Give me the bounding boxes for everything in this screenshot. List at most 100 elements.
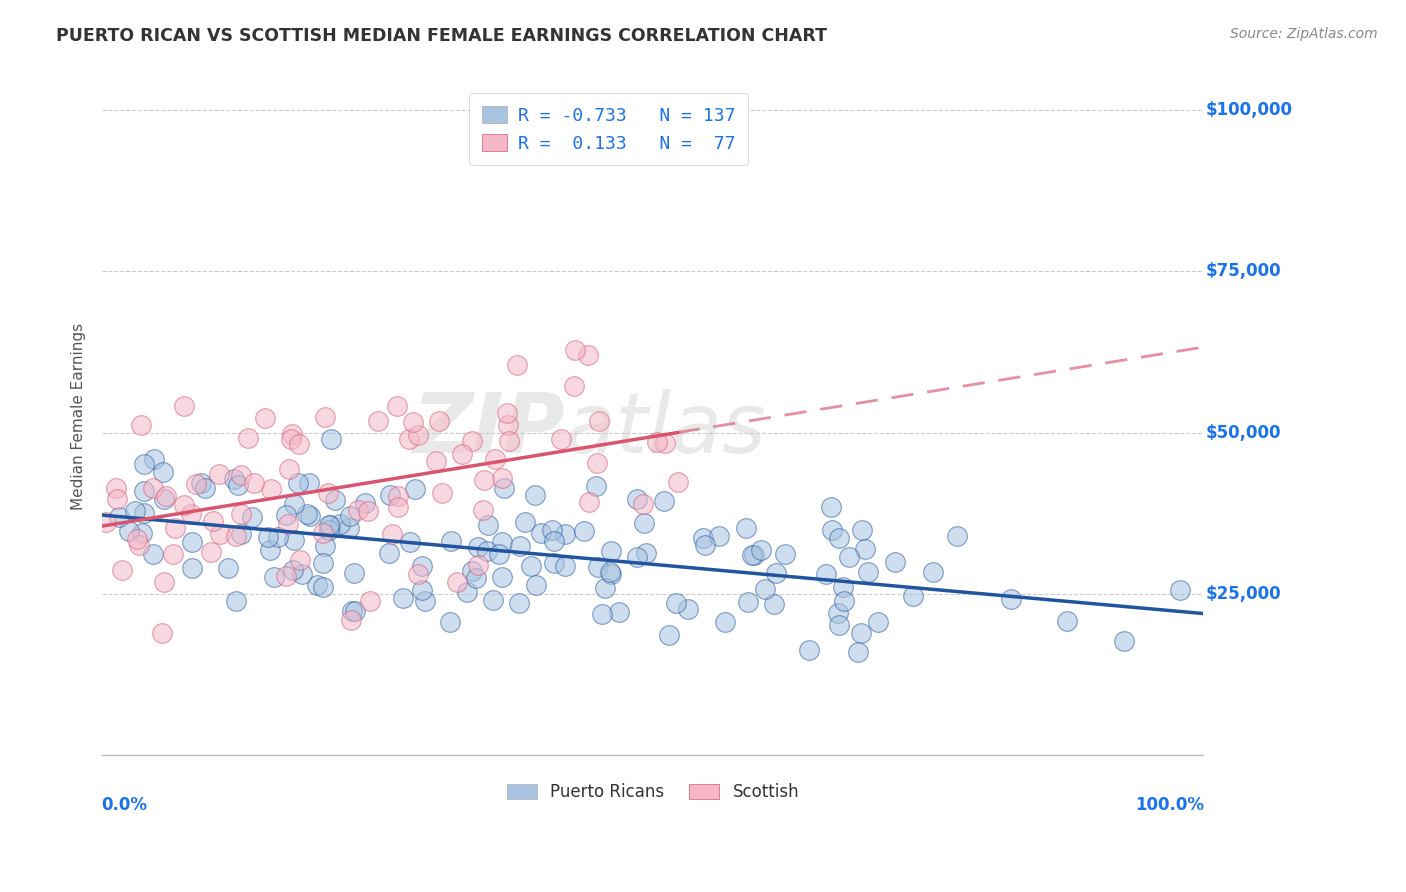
- Text: $75,000: $75,000: [1205, 262, 1281, 280]
- Point: [714, 615, 737, 629]
- Point: [461, 434, 484, 448]
- Point: [277, 517, 299, 532]
- Point: [357, 504, 380, 518]
- Point: [520, 559, 543, 574]
- Point: [828, 531, 851, 545]
- Point: [464, 571, 486, 585]
- Point: [849, 626, 872, 640]
- Point: [633, 498, 655, 512]
- Point: [134, 484, 156, 499]
- Point: [202, 514, 225, 528]
- Point: [399, 535, 422, 549]
- Point: [288, 437, 311, 451]
- Point: [432, 486, 454, 500]
- Point: [263, 570, 285, 584]
- Text: PUERTO RICAN VS SCOTTISH MEDIAN FEMALE EARNINGS CORRELATION CHART: PUERTO RICAN VS SCOTTISH MEDIAN FEMALE E…: [56, 27, 827, 45]
- Point: [588, 560, 610, 574]
- Text: $25,000: $25,000: [1205, 585, 1281, 603]
- Point: [318, 517, 340, 532]
- Point: [498, 434, 520, 449]
- Point: [572, 524, 595, 538]
- Point: [868, 615, 890, 630]
- Point: [105, 491, 128, 506]
- Point: [129, 418, 152, 433]
- Text: atlas: atlas: [565, 390, 766, 470]
- Point: [281, 563, 304, 577]
- Point: [325, 493, 347, 508]
- Point: [225, 593, 247, 607]
- Point: [425, 454, 447, 468]
- Point: [509, 540, 531, 554]
- Point: [562, 379, 585, 393]
- Point: [484, 452, 506, 467]
- Point: [654, 436, 676, 450]
- Point: [586, 457, 609, 471]
- Point: [131, 526, 153, 541]
- Point: [134, 457, 156, 471]
- Point: [498, 418, 520, 433]
- Point: [153, 491, 176, 506]
- Point: [339, 509, 361, 524]
- Point: [600, 567, 623, 582]
- Point: [751, 543, 773, 558]
- Point: [340, 604, 363, 618]
- Point: [180, 561, 202, 575]
- Point: [472, 474, 495, 488]
- Point: [132, 506, 155, 520]
- Point: [692, 531, 714, 545]
- Text: ZIP: ZIP: [412, 390, 565, 470]
- Point: [281, 426, 304, 441]
- Point: [814, 567, 837, 582]
- Point: [231, 508, 253, 522]
- Point: [314, 539, 336, 553]
- Point: [853, 541, 876, 556]
- Point: [742, 548, 765, 562]
- Point: [257, 530, 280, 544]
- Point: [387, 489, 409, 503]
- Point: [529, 526, 551, 541]
- Point: [318, 523, 340, 537]
- Point: [734, 521, 756, 535]
- Point: [274, 508, 297, 522]
- Point: [506, 358, 529, 372]
- Point: [127, 532, 149, 546]
- Y-axis label: Median Female Earnings: Median Female Earnings: [72, 323, 86, 510]
- Point: [236, 431, 259, 445]
- Point: [488, 547, 510, 561]
- Text: $50,000: $50,000: [1205, 424, 1281, 442]
- Point: [828, 618, 851, 632]
- Point: [491, 471, 513, 485]
- Point: [181, 535, 204, 549]
- Point: [124, 503, 146, 517]
- Point: [543, 534, 565, 549]
- Point: [274, 568, 297, 582]
- Point: [209, 527, 232, 541]
- Point: [208, 467, 231, 482]
- Point: [111, 563, 134, 577]
- Point: [367, 414, 389, 428]
- Point: [184, 476, 207, 491]
- Point: [1000, 592, 1022, 607]
- Point: [588, 414, 610, 428]
- Point: [658, 628, 681, 642]
- Point: [901, 590, 924, 604]
- Point: [494, 481, 516, 495]
- Point: [773, 547, 796, 561]
- Point: [118, 524, 141, 539]
- Text: 100.0%: 100.0%: [1136, 796, 1205, 814]
- Text: 0.0%: 0.0%: [101, 796, 148, 814]
- Point: [491, 570, 513, 584]
- Point: [645, 435, 668, 450]
- Point: [339, 521, 361, 535]
- Point: [104, 481, 127, 495]
- Point: [200, 545, 222, 559]
- Point: [378, 545, 401, 559]
- Point: [554, 526, 576, 541]
- Point: [578, 495, 600, 509]
- Point: [585, 479, 607, 493]
- Point: [287, 476, 309, 491]
- Point: [298, 476, 321, 491]
- Point: [491, 534, 513, 549]
- Point: [329, 517, 352, 532]
- Point: [312, 557, 335, 571]
